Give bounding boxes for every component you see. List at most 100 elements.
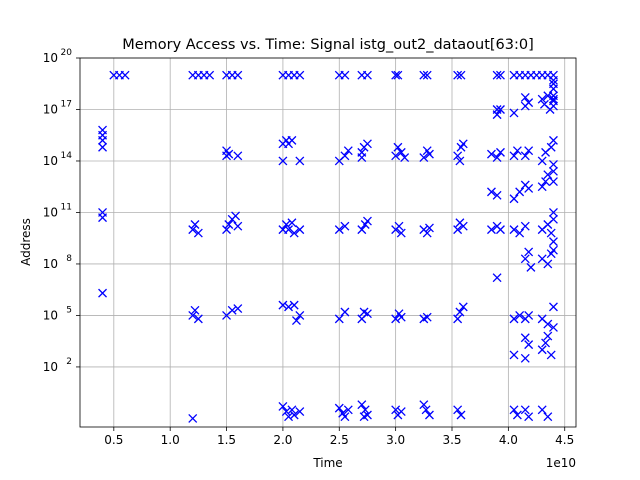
- data-point: [295, 156, 305, 166]
- data-point: [512, 410, 522, 420]
- y-tick-exponent: 2: [66, 357, 72, 367]
- data-point: [343, 405, 353, 415]
- data-point: [421, 405, 431, 415]
- data-point: [227, 305, 237, 315]
- x-tick-label: 0.5: [104, 433, 123, 447]
- data-point: [520, 151, 530, 161]
- data-point: [541, 338, 551, 348]
- data-point: [391, 405, 401, 415]
- data-point: [424, 410, 434, 420]
- data-point: [458, 139, 468, 149]
- data-point: [393, 142, 403, 152]
- data-point: [458, 302, 468, 312]
- data-point: [548, 177, 558, 187]
- data-point: [362, 70, 372, 80]
- data-point: [291, 316, 301, 326]
- data-point: [278, 401, 288, 411]
- data-point: [455, 156, 465, 166]
- data-point: [357, 225, 367, 235]
- data-point: [334, 225, 344, 235]
- data-point: [419, 153, 429, 163]
- data-point: [546, 142, 556, 152]
- y-tick-base: 10: [43, 102, 58, 116]
- data-points: [98, 70, 558, 423]
- data-point: [546, 228, 556, 238]
- data-point: [343, 146, 353, 156]
- data-point: [362, 139, 372, 149]
- data-point: [492, 110, 502, 120]
- data-point: [515, 228, 525, 238]
- data-point: [295, 310, 305, 320]
- data-point: [492, 153, 502, 163]
- data-point: [526, 262, 536, 272]
- x-tick-label: 1.5: [217, 433, 236, 447]
- data-point: [456, 70, 466, 80]
- y-tick-label: 10: [43, 102, 58, 116]
- data-point: [188, 225, 198, 235]
- data-point: [284, 302, 294, 312]
- data-point: [453, 314, 463, 324]
- data-point: [362, 216, 372, 226]
- data-point: [400, 153, 410, 163]
- data-point: [340, 151, 350, 161]
- data-point: [520, 254, 530, 264]
- grid: [80, 57, 576, 427]
- data-point: [98, 213, 108, 223]
- data-point: [455, 307, 465, 317]
- data-point: [422, 312, 432, 322]
- y-tick-base: 10: [43, 360, 58, 374]
- data-point: [340, 221, 350, 231]
- data-point: [295, 225, 305, 235]
- data-point: [496, 105, 505, 114]
- x-tick-label: 3.5: [442, 433, 461, 447]
- data-point: [520, 353, 530, 363]
- chart-title: Memory Access vs. Time: Signal istg_out2…: [122, 37, 534, 53]
- y-axis-label: Address: [19, 218, 33, 266]
- data-point: [190, 220, 200, 229]
- data-point: [233, 151, 243, 161]
- data-point: [543, 331, 553, 341]
- data-point: [486, 187, 496, 197]
- data-point: [512, 146, 522, 156]
- data-point: [396, 228, 406, 238]
- data-point: [509, 314, 519, 324]
- data-point: [545, 105, 555, 114]
- data-point: [520, 93, 530, 102]
- data-point: [359, 412, 369, 422]
- data-point: [496, 147, 505, 157]
- data-point: [524, 183, 534, 193]
- data-point: [393, 70, 403, 80]
- data-point: [419, 70, 429, 80]
- data-point: [362, 309, 372, 319]
- data-point: [548, 214, 558, 224]
- y-tick-label: 10: [43, 360, 58, 374]
- y-tick-exponent: 5: [66, 305, 72, 315]
- data-point: [278, 300, 288, 310]
- data-point: [548, 75, 558, 85]
- data-point: [509, 405, 519, 415]
- data-point: [492, 273, 502, 283]
- y-tick-label: 10: [43, 154, 58, 168]
- data-point: [357, 147, 367, 157]
- data-point: [222, 225, 232, 235]
- data-point: [492, 70, 502, 80]
- data-point: [543, 319, 553, 329]
- data-point: [453, 70, 463, 80]
- y-tick-exponent: 8: [66, 254, 72, 264]
- data-point: [548, 208, 558, 217]
- data-point: [295, 70, 305, 80]
- data-point: [548, 94, 558, 104]
- x-tick-label: 3.0: [386, 433, 405, 447]
- data-point: [543, 259, 553, 269]
- data-point: [543, 412, 553, 422]
- data-point: [524, 340, 534, 350]
- data-point: [98, 125, 108, 135]
- data-point: [524, 146, 534, 156]
- data-point: [334, 403, 344, 413]
- data-point: [287, 405, 297, 415]
- data-point: [357, 400, 367, 410]
- data-point: [548, 166, 558, 176]
- data-point: [537, 94, 547, 104]
